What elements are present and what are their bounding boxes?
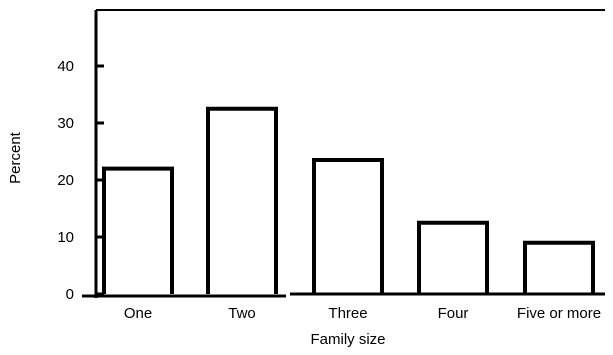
category-label: Four: [438, 305, 469, 322]
y-tick-label: 30: [57, 115, 74, 132]
y-tick-label: 0: [66, 286, 74, 303]
category-label: Three: [328, 305, 367, 322]
bar-four: [417, 220, 489, 294]
y-tick-label: 10: [57, 229, 74, 246]
bar-three: [312, 158, 384, 294]
category-label: Five or more: [517, 305, 601, 322]
category-labels: One Two Three Four Five or more: [124, 305, 601, 322]
y-tick-label: 20: [57, 172, 74, 189]
category-label: One: [124, 305, 152, 322]
category-label: Two: [228, 305, 256, 322]
bar-one: [102, 166, 174, 294]
y-ticks: 0 10 20 30 40: [57, 58, 104, 303]
y-tick-label: 40: [57, 58, 74, 75]
y-axis-title: Percent: [7, 131, 24, 184]
bar-two: [206, 106, 278, 294]
bars: [102, 106, 595, 294]
x-axis-title: Family size: [310, 331, 385, 348]
bar-five-or-more: [523, 240, 595, 294]
axes: [82, 9, 605, 298]
